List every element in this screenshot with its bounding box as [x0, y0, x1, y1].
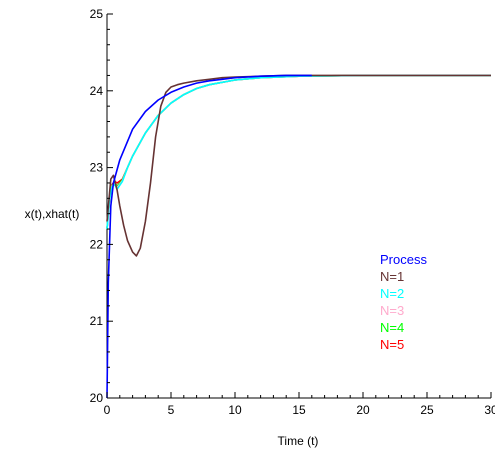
series-lines	[106, 74, 491, 399]
legend-entry: N=4	[380, 320, 404, 335]
legend-entry: N=3	[380, 303, 404, 318]
y-tick-label: 20	[90, 391, 104, 405]
legend-entry: Process	[380, 252, 427, 267]
x-tick-label: 20	[356, 403, 370, 417]
series-line-n-1	[106, 74, 491, 257]
x-tick-label: 10	[228, 403, 242, 417]
legend: Process N=1 N=2 N=3 N=4 N=5	[380, 252, 427, 352]
series-line-process	[106, 74, 312, 399]
y-tick-label: 21	[90, 314, 104, 328]
x-tick-label: 0	[104, 403, 111, 417]
plot-frame	[106, 14, 491, 399]
y-tick-label: 23	[90, 161, 104, 175]
x-tick-label: 5	[168, 403, 175, 417]
x-tick-label: 15	[292, 403, 306, 417]
legend-entry: N=2	[380, 286, 404, 301]
series-line-n-2	[106, 74, 491, 230]
x-tick-label: 25	[420, 403, 434, 417]
y-tick-label: 24	[90, 84, 104, 98]
series-line-n-4	[106, 74, 491, 230]
series-line-n-3	[106, 74, 491, 230]
x-tick-label: 30	[484, 403, 495, 417]
series-line-n-5	[106, 74, 491, 230]
legend-entry: N=1	[380, 269, 404, 284]
axis-ticks: 0 5 10 15 20 25 30 20 21 22 23 24 25	[90, 7, 495, 417]
y-axis-label: x(t),xhat(t)	[25, 207, 80, 221]
y-tick-label: 22	[90, 237, 104, 251]
legend-entry: N=5	[380, 337, 404, 352]
x-axis-label: Time (t)	[278, 434, 319, 448]
y-tick-label: 25	[90, 7, 104, 21]
